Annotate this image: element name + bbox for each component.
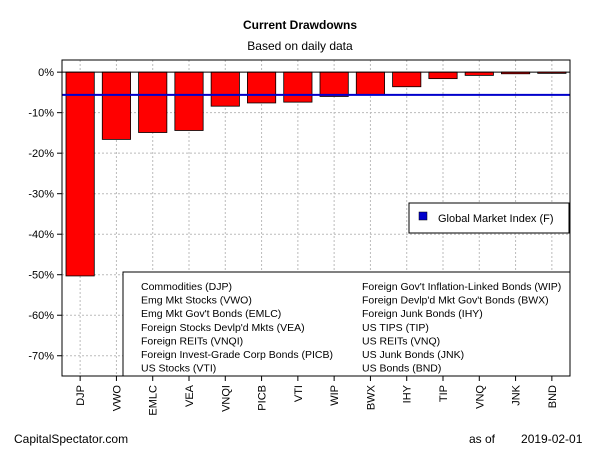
x-tick-label: VEA: [184, 384, 196, 407]
chart-subtitle: Based on daily data: [247, 39, 353, 53]
bar-vwo: [101, 71, 131, 140]
x-tick-label: VNQ: [474, 385, 486, 409]
x-tick-label: JNK: [511, 384, 523, 405]
x-tick-label: WIP: [329, 385, 341, 406]
reference-legend-swatch: [418, 211, 428, 221]
y-tick-label: -40%: [28, 229, 54, 241]
y-tick-label: -60%: [28, 310, 54, 322]
ticker-key-entry: Foreign Stocks Devlp'd Mkts (VEA): [141, 322, 305, 334]
reference-legend: Global Market Index (F): [408, 202, 570, 234]
x-tick-label: EMLC: [148, 385, 160, 416]
chart-title: Current Drawdowns: [243, 18, 357, 32]
x-tick-label: BWX: [365, 384, 377, 410]
bar-tip: [428, 71, 458, 80]
x-tick-label: IHY: [402, 384, 414, 403]
bar-djp: [65, 71, 95, 277]
bar-vea: [174, 71, 204, 131]
bar-picb: [247, 71, 277, 104]
x-tick-label: TIP: [438, 385, 450, 402]
y-tick-label: 0%: [38, 67, 54, 79]
ticker-key-entry: US Junk Bonds (JNK): [362, 349, 464, 361]
as-of-label: as of: [469, 432, 496, 446]
reference-legend-label: Global Market Index (F): [438, 213, 554, 225]
ticker-key-entry: US TIPS (TIP): [362, 322, 429, 334]
ticker-key-entry: US Bonds (BND): [362, 363, 441, 375]
ticker-key-frame: [122, 271, 571, 377]
ticker-key-entry: Foreign Gov't Inflation-Linked Bonds (WI…: [362, 281, 561, 293]
x-tick-label: DJP: [75, 385, 87, 406]
reference-legend-box: [408, 202, 570, 234]
y-axis: 0% -10% -20% -30% -40% -50% -60% -70%: [28, 67, 62, 363]
ticker-key-entry: Foreign Invest-Grade Corp Bonds (PICB): [141, 349, 333, 361]
bar-emlc: [138, 71, 168, 133]
x-tick-label: VNQI: [220, 385, 232, 412]
bar-wip: [319, 71, 349, 97]
bar-vti: [283, 71, 313, 103]
bar-bwx: [355, 71, 385, 96]
bar-ihy: [392, 71, 422, 88]
source-credit: CapitalSpectator.com: [14, 432, 129, 446]
ticker-key-box: Commodities (DJP) Emg Mkt Stocks (VWO)Emg…: [122, 271, 571, 377]
x-tick-label: BND: [547, 385, 559, 408]
ticker-key-entry: Foreign Junk Bonds (IHY): [362, 308, 483, 320]
y-tick-label: -10%: [28, 108, 54, 120]
x-axis: DJP VWO EMLC VEA VNQI PICB VTI WIP BWX IHY TIP VNQ J…: [75, 376, 559, 416]
ticker-key-entry: Emg Mkt Stocks (VWO): [141, 295, 252, 307]
date-value: 2019-02-01: [521, 432, 583, 446]
y-tick-label: -20%: [28, 148, 54, 160]
x-tick-label: VWO: [111, 385, 123, 412]
ticker-key-entry: Commodities (DJP): [141, 281, 232, 293]
x-tick-label: PICB: [257, 385, 269, 411]
y-tick-label: -70%: [28, 351, 54, 363]
bars: [65, 71, 567, 277]
bar-vnqi: [210, 71, 240, 107]
reference-line-layer: [62, 71, 570, 96]
ticker-key-entry: Emg Mkt Gov't Bonds (EMLC): [141, 308, 281, 320]
ticker-key-entry: US Stocks (VTI): [141, 363, 216, 375]
y-tick-label: -30%: [28, 189, 54, 201]
x-tick-label: VTI: [293, 385, 305, 402]
ticker-key-entry: Foreign Devlp'd Mkt Gov't Bonds (BWX): [362, 295, 549, 307]
as-of-date: as of 2019-02-01: [469, 432, 582, 446]
ticker-key-entry: US REITs (VNQ): [362, 335, 440, 347]
y-tick-label: -50%: [28, 270, 54, 282]
ticker-key-entry: Foreign REITs (VNQI): [141, 335, 243, 347]
